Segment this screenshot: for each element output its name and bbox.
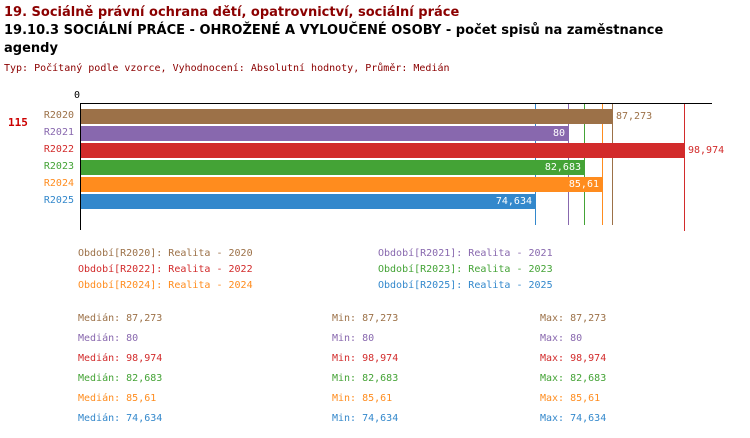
stat-max: Max: 85,61: [540, 393, 601, 404]
legend-item: Období[R2023]: Realita - 2023: [378, 264, 553, 275]
stat-median: Medián: 74,634: [78, 413, 163, 424]
stat-median: Medián: 87,273: [78, 313, 163, 324]
report-section-title: 19. Sociálně právní ochrana dětí, opatro…: [4, 5, 460, 20]
value-label: 85,61: [568, 179, 599, 190]
bar-row: R2025 74,634: [0, 194, 750, 209]
indicator-meta: Typ: Počítaný podle vzorce, Vyhodnocení:…: [4, 63, 450, 74]
value-label: 98,974: [688, 145, 725, 156]
value-label: 80: [552, 128, 565, 139]
stat-min: Min: 82,683: [332, 373, 399, 384]
indicator-title-line1: 19.10.3 SOCIÁLNÍ PRÁCE - OHROŽENÉ A VYLO…: [4, 23, 664, 38]
category-label: R2021: [43, 127, 74, 138]
bar-row: R2021 80: [0, 126, 750, 141]
stat-min: Min: 85,61: [332, 393, 393, 404]
stat-median: Medián: 98,974: [78, 353, 163, 364]
category-label: R2024: [43, 178, 74, 189]
category-label: R2020: [43, 110, 74, 121]
stat-min: Min: 98,974: [332, 353, 399, 364]
x-axis-line: [80, 103, 712, 104]
bar: [80, 177, 602, 192]
stat-max: Max: 82,683: [540, 373, 607, 384]
indicator-title-line2: agendy: [4, 41, 58, 56]
bar: [80, 160, 584, 175]
row-number-label: 115: [8, 116, 28, 129]
category-label: R2022: [43, 144, 74, 155]
stat-max: Max: 87,273: [540, 313, 607, 324]
stat-min: Min: 87,273: [332, 313, 399, 324]
stat-max: Max: 98,974: [540, 353, 607, 364]
bar-row: R2022 98,974: [0, 143, 750, 158]
category-label: R2023: [43, 161, 74, 172]
median-marker-line: [684, 103, 685, 231]
stat-median: Medián: 80: [78, 333, 139, 344]
legend-item: Období[R2021]: Realita - 2021: [378, 248, 553, 259]
legend-item: Období[R2022]: Realita - 2022: [78, 264, 253, 275]
stat-min: Min: 74,634: [332, 413, 399, 424]
y-axis-line: [80, 103, 81, 230]
bar-row: R2020 87,273: [0, 109, 750, 124]
legend-item: Období[R2020]: Realita - 2020: [78, 248, 253, 259]
bar-row: R2024 85,61: [0, 177, 750, 192]
x-axis-origin-label: 0: [73, 90, 80, 101]
value-label: 87,273: [616, 111, 653, 122]
stat-median: Medián: 85,61: [78, 393, 157, 404]
stat-median: Medián: 82,683: [78, 373, 163, 384]
bar: [80, 109, 612, 124]
legend-item: Období[R2024]: Realita - 2024: [78, 280, 253, 291]
stat-max: Max: 74,634: [540, 413, 607, 424]
stat-min: Min: 80: [332, 333, 375, 344]
median-marker-line: [584, 103, 585, 225]
stat-max: Max: 80: [540, 333, 583, 344]
value-label: 74,634: [495, 196, 532, 207]
bar-chart: 0 115 R2020 87,273 R2021 80 R2022 98,974 R2023…: [0, 88, 750, 240]
category-label: R2025: [43, 195, 74, 206]
bar: [80, 194, 535, 209]
legend-item: Období[R2025]: Realita - 2025: [378, 280, 553, 291]
bar-row: R2023 82,683: [0, 160, 750, 175]
bar: [80, 126, 568, 141]
median-marker-line: [612, 103, 613, 225]
value-label: 82,683: [544, 162, 581, 173]
median-marker-line: [602, 103, 603, 225]
bar: [80, 143, 684, 158]
